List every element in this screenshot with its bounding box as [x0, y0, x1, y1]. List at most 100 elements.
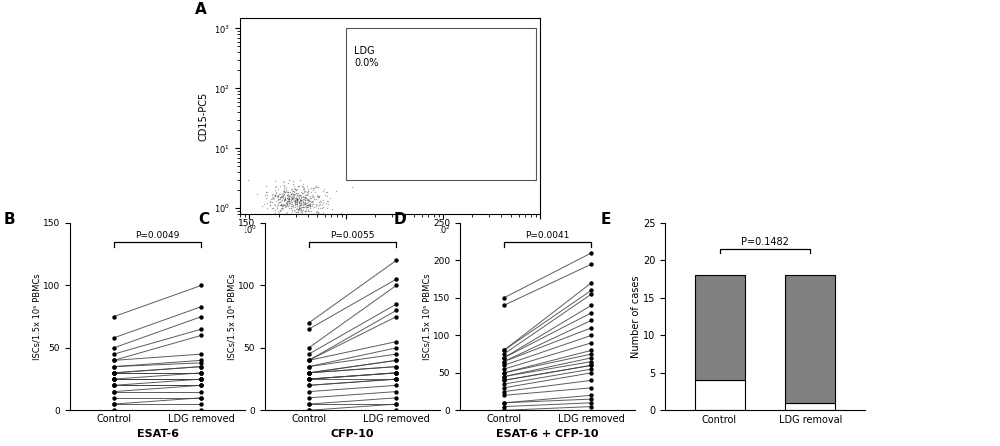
Point — [193, 382, 209, 389]
Point — [106, 334, 122, 342]
Point — [286, 198, 302, 205]
Point — [277, 196, 293, 203]
Point — [106, 388, 122, 395]
Point — [281, 194, 297, 202]
Point — [280, 195, 296, 202]
Point — [275, 194, 291, 202]
Point — [300, 199, 316, 206]
Point — [269, 192, 285, 199]
Point — [193, 394, 209, 401]
Point — [388, 351, 404, 358]
Point — [265, 210, 281, 217]
Point — [583, 302, 599, 309]
Bar — [695, 380, 745, 410]
Point — [278, 203, 294, 210]
Point — [193, 382, 209, 389]
Point — [289, 199, 305, 206]
Text: P=0.0049: P=0.0049 — [135, 231, 180, 240]
Point — [106, 357, 122, 364]
Point — [284, 194, 300, 202]
Point — [279, 201, 295, 208]
Point — [298, 199, 314, 206]
Point — [305, 186, 321, 193]
Point — [279, 195, 295, 202]
Point — [308, 196, 324, 203]
Point — [286, 207, 302, 214]
Point — [301, 357, 317, 364]
Point — [275, 201, 291, 208]
Point — [106, 401, 122, 408]
Point — [281, 197, 297, 204]
Point — [304, 191, 320, 198]
Point — [294, 189, 310, 196]
Point — [106, 401, 122, 408]
Point — [294, 209, 310, 216]
Point — [388, 338, 404, 345]
Point — [267, 183, 283, 190]
Point — [274, 193, 290, 200]
Point — [277, 197, 293, 204]
Point — [292, 199, 308, 206]
Point — [292, 196, 308, 203]
Point — [388, 369, 404, 376]
Point — [344, 184, 360, 191]
Point — [300, 186, 316, 193]
Point — [249, 190, 265, 198]
Point — [300, 195, 316, 202]
Point — [275, 177, 291, 184]
Point — [315, 197, 331, 204]
Point — [284, 190, 300, 197]
Point — [289, 195, 305, 202]
Point — [272, 198, 288, 205]
Point — [295, 180, 311, 187]
Point — [293, 192, 309, 199]
Point — [281, 192, 297, 199]
Point — [309, 208, 325, 215]
Point — [279, 208, 295, 215]
Point — [301, 357, 317, 364]
Point — [272, 193, 288, 200]
Point — [279, 198, 295, 206]
Point — [285, 195, 301, 202]
Point — [291, 199, 307, 206]
Point — [297, 201, 313, 208]
Point — [299, 183, 315, 190]
Point — [310, 194, 326, 201]
Point — [275, 190, 291, 197]
Point — [301, 344, 317, 351]
Point — [311, 194, 327, 201]
Point — [300, 207, 316, 214]
Point — [106, 351, 122, 358]
Point — [273, 206, 289, 214]
Point — [282, 198, 298, 205]
Point — [270, 193, 286, 200]
Point — [294, 203, 310, 211]
Point — [292, 191, 308, 198]
Point — [496, 399, 512, 406]
Point — [496, 377, 512, 384]
Point — [193, 394, 209, 401]
Point — [275, 202, 291, 209]
Point — [274, 205, 290, 212]
Point — [284, 201, 300, 208]
Point — [106, 394, 122, 401]
Point — [496, 366, 512, 373]
Point — [271, 210, 287, 217]
Point — [583, 339, 599, 347]
Point — [302, 205, 318, 212]
Point — [193, 407, 209, 414]
X-axis label: CD14-ECD: CD14-ECD — [365, 242, 415, 252]
Point — [301, 401, 317, 408]
Point — [264, 199, 280, 206]
Point — [265, 190, 281, 198]
Point — [276, 186, 292, 194]
Point — [296, 199, 312, 206]
Point — [301, 376, 317, 383]
Text: P=0.0055: P=0.0055 — [330, 231, 375, 240]
Point — [274, 196, 290, 203]
Point — [583, 366, 599, 373]
Point — [296, 203, 312, 211]
Point — [280, 195, 296, 202]
Point — [287, 200, 303, 207]
Point — [193, 376, 209, 383]
